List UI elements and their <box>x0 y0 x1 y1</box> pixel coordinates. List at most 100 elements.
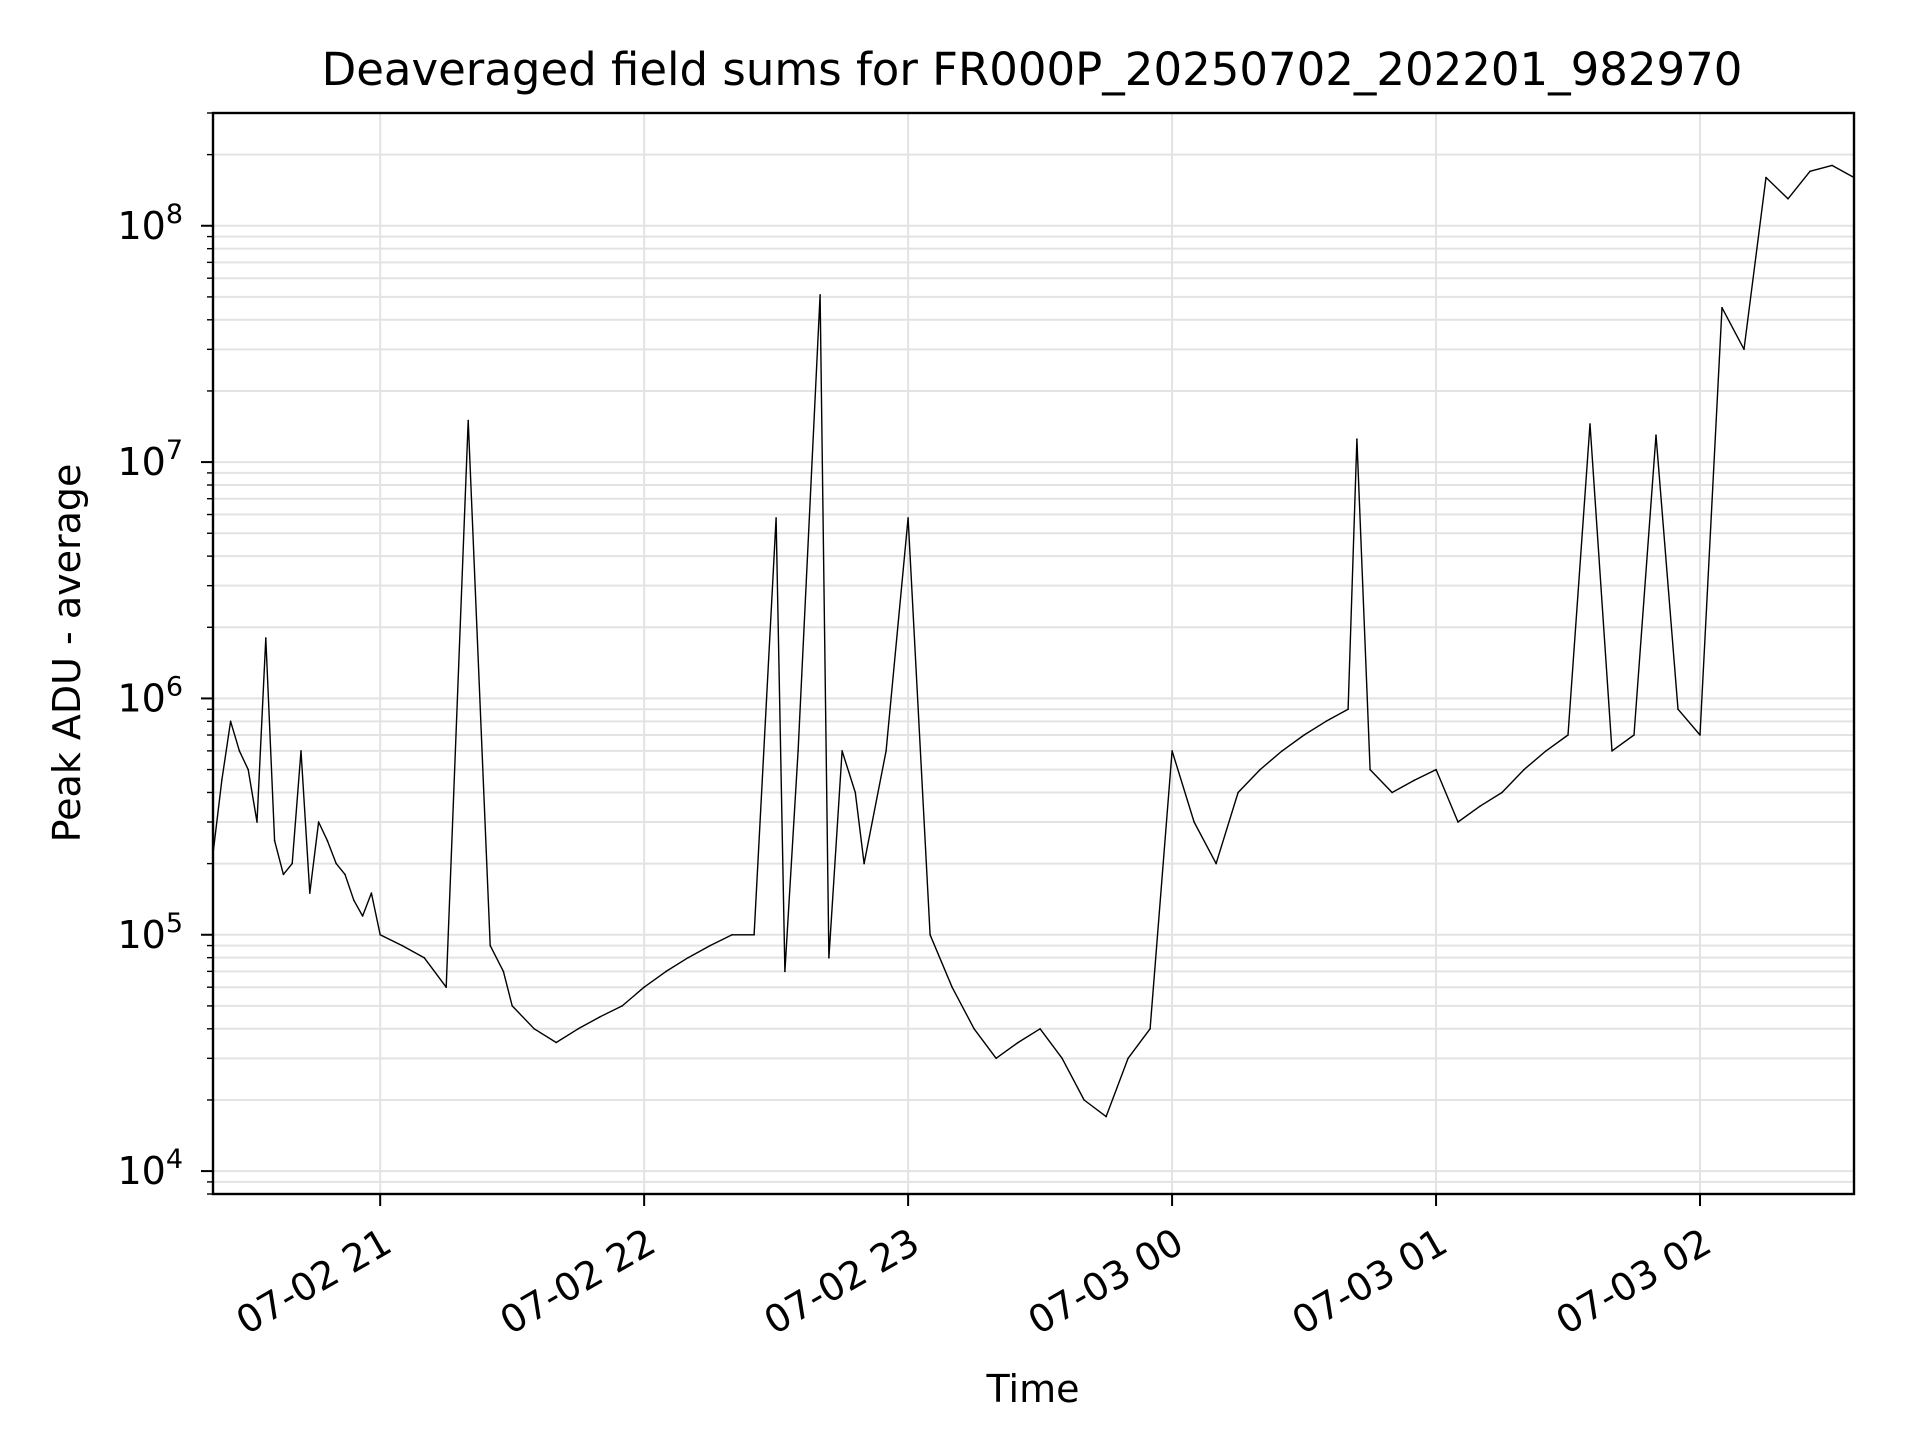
data-point <box>1457 821 1459 823</box>
data-point <box>1633 734 1635 736</box>
data-point <box>1677 708 1679 710</box>
data-point <box>1743 348 1745 351</box>
data-point <box>1699 734 1701 736</box>
data-point <box>344 873 346 876</box>
data-point <box>1039 1028 1041 1030</box>
data-point <box>1017 1041 1019 1044</box>
y-tick-base: 10 <box>117 204 165 248</box>
data-point <box>1413 779 1415 782</box>
data-point <box>1356 438 1358 441</box>
data-point <box>1809 170 1811 173</box>
data-point <box>973 1028 975 1030</box>
y-tick-exponent: 4 <box>166 1144 183 1175</box>
data-point <box>1655 434 1657 437</box>
y-tick-exponent: 5 <box>166 908 183 939</box>
data-point <box>1831 164 1833 167</box>
data-point <box>1061 1057 1063 1060</box>
data-point <box>282 873 285 876</box>
data-point <box>353 899 355 901</box>
data-point <box>621 1005 623 1007</box>
data-point <box>951 986 953 988</box>
data-point <box>1281 750 1283 752</box>
data-point <box>401 944 404 947</box>
data-point <box>379 934 382 936</box>
data-point <box>1611 750 1613 752</box>
data-point <box>1589 423 1591 425</box>
data-point <box>335 862 338 865</box>
data-point <box>1369 768 1371 771</box>
x-tick-label: 07-03 00 <box>1021 1220 1191 1344</box>
data-point <box>265 637 267 639</box>
data-point <box>1523 768 1525 771</box>
data-point <box>1567 734 1569 736</box>
y-tick-label: 107 <box>117 435 183 484</box>
y-tick-base: 10 <box>117 913 165 957</box>
data-point <box>797 750 799 752</box>
data-point <box>1105 1115 1107 1118</box>
y-tick-base: 10 <box>117 676 165 720</box>
grid <box>213 112 1854 1195</box>
data-point <box>731 934 733 936</box>
data-point <box>1259 768 1261 771</box>
data-point <box>256 821 258 823</box>
data-point <box>1347 708 1349 710</box>
plot-frame <box>211 111 1856 1196</box>
data-point <box>643 986 645 988</box>
data-point <box>555 1041 557 1044</box>
y-tick-label: 108 <box>117 199 183 248</box>
data-point <box>1721 306 1723 309</box>
x-tick-label: 07-02 22 <box>493 1220 663 1344</box>
y-tick-base: 10 <box>117 440 165 484</box>
data-point <box>709 944 711 947</box>
data-point <box>273 839 276 842</box>
data-point <box>1501 791 1503 794</box>
data-point <box>1787 198 1789 200</box>
data-point <box>1193 821 1195 823</box>
data-point <box>995 1057 997 1060</box>
x-tick-label: 07-02 23 <box>757 1220 927 1344</box>
data-point <box>1215 862 1217 865</box>
data-point <box>1765 176 1767 179</box>
data-point <box>361 915 364 917</box>
data-point <box>577 1028 579 1030</box>
x-axis-label: Time <box>986 1367 1080 1411</box>
series-line <box>212 164 1855 1118</box>
data-point <box>929 934 931 936</box>
data-point <box>1435 768 1437 771</box>
data-point <box>854 791 857 794</box>
data-point <box>502 970 505 973</box>
data-point <box>1083 1099 1085 1101</box>
y-tick-label: 106 <box>117 671 183 720</box>
data-point <box>1127 1057 1129 1060</box>
data-point <box>775 517 777 519</box>
data-point <box>1149 1028 1151 1030</box>
data-point <box>533 1028 535 1030</box>
data-point <box>445 986 448 988</box>
data-point <box>907 517 909 519</box>
data-point <box>221 779 223 782</box>
data-point <box>300 750 302 752</box>
x-tick-label: 07-02 21 <box>229 1220 399 1344</box>
data-point <box>467 419 470 422</box>
data-point <box>309 892 311 894</box>
y-tick-exponent: 8 <box>166 199 183 230</box>
data-point <box>1545 750 1547 752</box>
data-point <box>511 1005 513 1007</box>
data-point <box>1391 791 1393 794</box>
data-point <box>370 892 373 894</box>
x-tick-label: 07-03 02 <box>1549 1220 1719 1344</box>
y-tick-label: 105 <box>117 908 183 957</box>
data-point <box>828 956 830 959</box>
chart-title: Deaveraged field sums for FR000P_2025070… <box>322 43 1743 96</box>
data-point <box>291 862 294 865</box>
data-point <box>687 956 689 959</box>
data-point <box>247 768 249 771</box>
y-tick-exponent: 7 <box>166 435 183 466</box>
data-point <box>229 720 232 723</box>
data-point <box>423 956 426 959</box>
data-point <box>326 839 329 842</box>
data-point <box>317 821 320 823</box>
data-point <box>863 862 865 865</box>
